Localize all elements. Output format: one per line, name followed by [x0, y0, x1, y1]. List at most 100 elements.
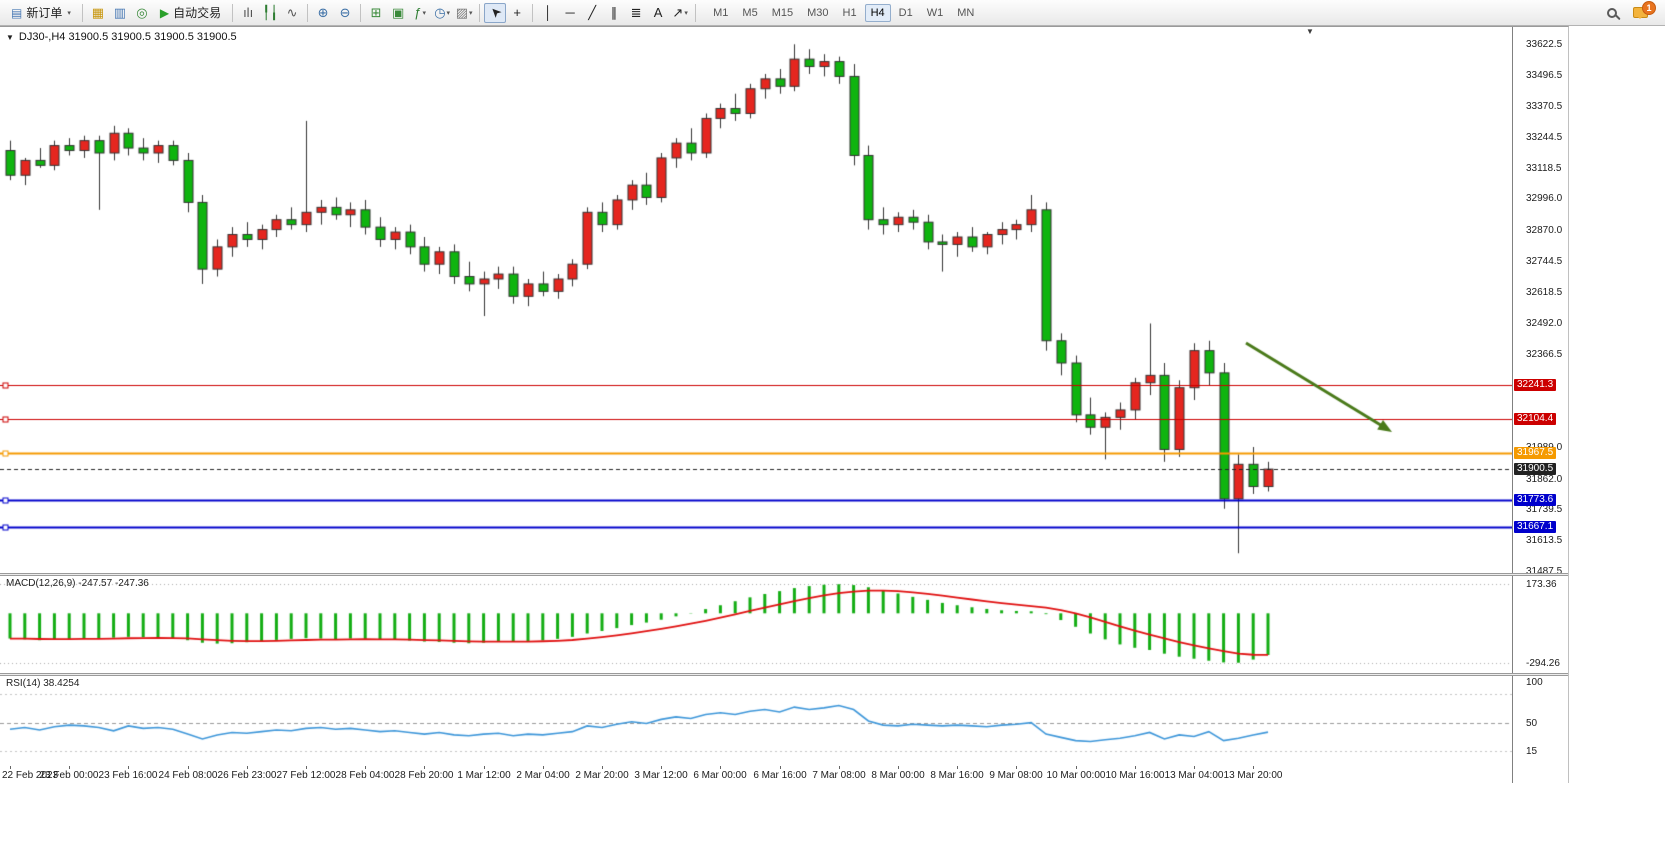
- cascade-windows-button[interactable]: ▣: [387, 3, 409, 23]
- trendline-button[interactable]: ╱: [581, 3, 603, 23]
- time-label: 9 Mar 08:00: [989, 770, 1043, 781]
- equidistant-channel-icon: ∥: [610, 5, 618, 20]
- time-axis[interactable]: 22 Feb 2023 23 Feb 00:00 23 Feb 16:00 24 Fe…: [0, 766, 1512, 783]
- bar-chart-button[interactable]: ılı: [237, 3, 259, 23]
- new-order-button[interactable]: ▤ 新订单 ▾: [4, 3, 78, 23]
- line-chart-button[interactable]: ∿: [281, 3, 303, 23]
- search-button[interactable]: [1601, 3, 1623, 23]
- add-indicator-button[interactable]: ƒ ▾: [409, 3, 431, 23]
- cursor-button[interactable]: ➤: [484, 2, 507, 23]
- candlestick-chart-button[interactable]: ╿╽: [259, 3, 281, 23]
- time-label: 1 Mar 12:00: [457, 770, 511, 781]
- zoom-in-icon: ⊕: [317, 5, 329, 20]
- chart-shift-marker[interactable]: ▼: [1306, 27, 1314, 36]
- time-tick: [188, 766, 189, 769]
- time-tick: [484, 766, 485, 769]
- market-watch-button[interactable]: ▦: [87, 3, 109, 23]
- text-icon: A: [653, 5, 663, 20]
- add-indicator-icon: ƒ: [414, 5, 422, 20]
- macd-scale-max: 173.36: [1526, 579, 1557, 591]
- time-label: 24 Feb 08:00: [158, 770, 218, 781]
- market-watch-icon: ▦: [91, 5, 105, 20]
- time-label: 13 Mar 04:00: [1164, 770, 1224, 781]
- rsi-canvas[interactable]: [0, 676, 1512, 766]
- navigator-icon: ◎: [136, 5, 148, 20]
- period-button[interactable]: ◷ ▾: [431, 3, 453, 23]
- time-tick: [602, 766, 603, 769]
- timeframe-m5-button[interactable]: M5: [742, 6, 758, 19]
- macd-canvas[interactable]: [0, 576, 1512, 673]
- time-tick: [1253, 766, 1254, 769]
- new-order-icon: ▤: [11, 5, 23, 20]
- price-badge-31773.6: 31773.6: [1514, 494, 1557, 507]
- arrows-button[interactable]: ↗ ▾: [669, 3, 691, 23]
- crosshair-button[interactable]: +: [506, 3, 528, 23]
- timeframe-h1-button[interactable]: H1: [842, 6, 857, 19]
- timeframe-m30-button[interactable]: M30: [807, 6, 829, 19]
- price-axis[interactable]: 33622.5 33496.5 33370.5 33244.5 33118.5 32996…: [1512, 27, 1568, 573]
- timeframe-m1-button[interactable]: M1: [713, 6, 729, 19]
- horizontal-line-button[interactable]: ─: [559, 3, 581, 23]
- time-tick: [839, 766, 840, 769]
- fibonacci-button[interactable]: ≣: [625, 3, 647, 23]
- time-label: 8 Mar 16:00: [930, 770, 984, 781]
- price-tick: 33118.5: [1526, 163, 1562, 175]
- caret-down-icon: ▾: [684, 9, 688, 17]
- price-badge-32104.4: 32104.4: [1514, 412, 1557, 425]
- navigator-button[interactable]: ◎: [131, 3, 153, 23]
- horizontal-line-icon: ─: [565, 5, 575, 20]
- zoom-in-button[interactable]: ⊕: [312, 3, 334, 23]
- rsi-panel[interactable]: RSI(14) 38.4254: [0, 676, 1512, 766]
- crosshair-icon: +: [513, 5, 521, 20]
- rsi-axis[interactable]: 100 50 15: [1512, 676, 1568, 766]
- time-label: 26 Feb 23:00: [217, 770, 277, 781]
- toolbar-separator: [695, 3, 697, 22]
- text-button[interactable]: A: [647, 3, 669, 23]
- toolbar-buttons: ▤ 新订单 ▾ ▦ ▥ ◎ ▶ 自动交易 ılı ╿╽ ∿ ⊕ ⊖ ⊞ ▣ ƒ ▾ ◷ ▾ ▨ ▾ ➤ + │ ─ ╱ ∥ ≣ A ↗ ▾: [4, 2, 700, 23]
- panel-separator[interactable]: [0, 573, 1568, 576]
- macd-axis[interactable]: 173.36 -294.26: [1512, 576, 1568, 673]
- fibonacci-icon: ≣: [630, 5, 642, 20]
- macd-scale-min: -294.26: [1526, 657, 1560, 669]
- notifications-button[interactable]: 1: [1629, 0, 1656, 23]
- time-label: 10 Mar 16:00: [1105, 770, 1165, 781]
- tile-windows-button[interactable]: ⊞: [365, 3, 387, 23]
- timeframe-m15-button[interactable]: M15: [771, 6, 794, 19]
- time-tick: [424, 766, 425, 769]
- caret-down-icon: ▾: [446, 9, 451, 17]
- macd-panel[interactable]: MACD(12,26,9) -247.57 -247.36: [0, 576, 1512, 673]
- timeframe-mn-button[interactable]: MN: [957, 6, 975, 19]
- auto-trading-button[interactable]: ▶ 自动交易: [153, 3, 228, 23]
- timeframe-h4-button[interactable]: H4: [864, 3, 891, 22]
- timeframe-w1-button[interactable]: W1: [926, 6, 944, 19]
- zoom-out-button[interactable]: ⊖: [334, 3, 356, 23]
- toolbar-separator: [307, 3, 309, 22]
- main-toolbar: ▤ 新订单 ▾ ▦ ▥ ◎ ▶ 自动交易 ılı ╿╽ ∿ ⊕ ⊖ ⊞ ▣ ƒ ▾ ◷ ▾ ▨ ▾ ➤ + │ ─ ╱ ∥ ≣ A ↗ ▾ …: [0, 0, 1665, 26]
- template-button[interactable]: ▨ ▾: [453, 3, 475, 23]
- axis-corner: [1512, 766, 1568, 783]
- time-label: 13 Mar 20:00: [1223, 770, 1283, 781]
- toolbar-separator: [81, 3, 83, 22]
- time-tick: [69, 766, 70, 769]
- price-tick: 33496.5: [1526, 69, 1563, 81]
- panel-separator[interactable]: [0, 673, 1568, 676]
- time-tick: [1135, 766, 1136, 769]
- time-label: 23 Feb 00:00: [39, 770, 99, 781]
- price-tick: 31862.0: [1526, 473, 1563, 485]
- data-window-button[interactable]: ▥: [109, 3, 131, 23]
- equidistant-channel-button[interactable]: ∥: [603, 3, 625, 23]
- zoom-out-icon: ⊖: [339, 5, 351, 20]
- time-tick: [128, 766, 129, 769]
- main-chart-area[interactable]: ▼ DJ30-,H4 31900.5 31900.5 31900.5 31900…: [0, 27, 1512, 573]
- timeframe-d1-button[interactable]: D1: [898, 6, 913, 19]
- chart-title: DJ30-,H4 31900.5 31900.5 31900.5 31900.5: [18, 31, 237, 43]
- vertical-line-button[interactable]: │: [537, 3, 559, 23]
- trendline-icon: ╱: [588, 5, 597, 20]
- time-label: 10 Mar 00:00: [1046, 770, 1106, 781]
- main-chart-canvas[interactable]: [0, 27, 1512, 573]
- time-tick: [365, 766, 366, 769]
- time-label: 7 Mar 08:00: [812, 770, 866, 781]
- chart-collapse-icon[interactable]: ▼: [6, 32, 14, 42]
- time-label: 8 Mar 00:00: [871, 770, 925, 781]
- caret-down-icon: ▾: [422, 9, 426, 17]
